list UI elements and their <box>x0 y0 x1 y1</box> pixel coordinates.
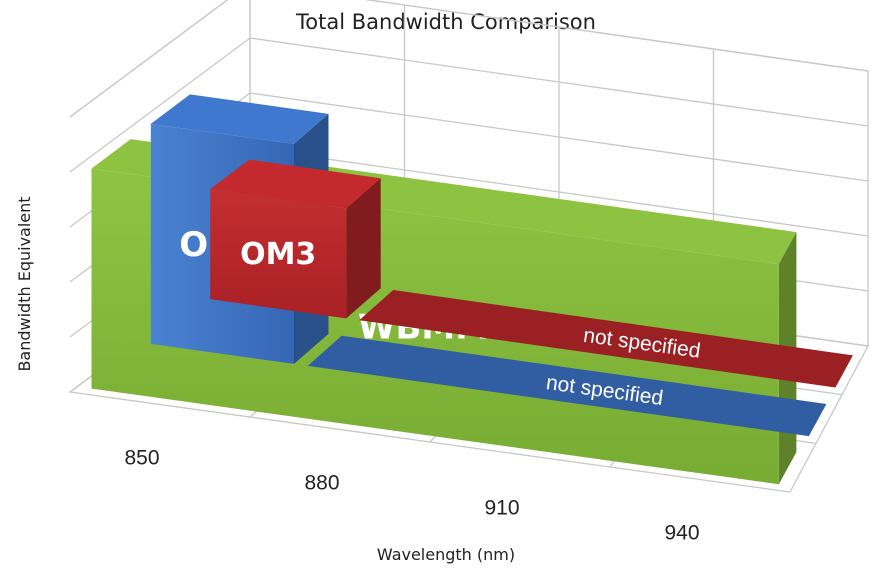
x-tick-880: 880 <box>304 472 339 495</box>
x-tick-850: 850 <box>124 447 159 470</box>
y-axis-label: Bandwidth Equivalent <box>15 196 34 371</box>
gridline-4 <box>69 37 869 173</box>
x-tick-910: 910 <box>484 497 519 520</box>
x-axis-label: Wavelength (nm) <box>377 545 515 564</box>
bar-om3-label: OM3 <box>240 237 316 272</box>
chart-title: Total Bandwidth Comparison <box>295 10 596 34</box>
bar-om3-side <box>346 178 381 319</box>
gridline-5 <box>69 0 869 118</box>
x-tick-labels: 850 880 910 940 <box>124 447 699 545</box>
x-tick-940: 940 <box>664 522 699 545</box>
strip-om4 <box>307 335 827 437</box>
bar-om3 <box>210 189 347 319</box>
strip-om3 <box>359 290 853 388</box>
bar-om3-top <box>210 159 381 209</box>
bar-om4-top <box>150 94 329 144</box>
